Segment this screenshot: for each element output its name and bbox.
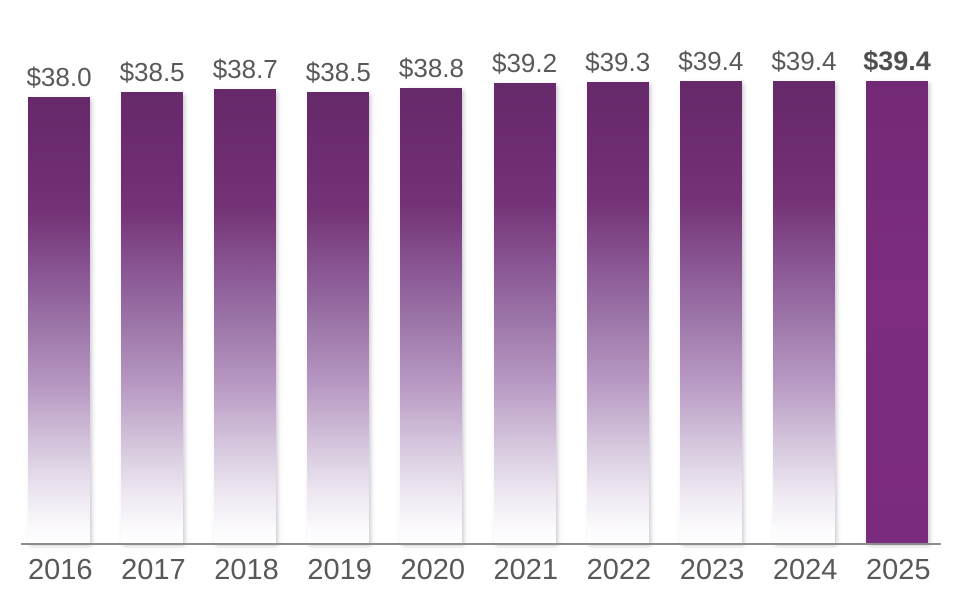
bar [214, 89, 277, 544]
x-axis-tick-label: 2025 [865, 554, 931, 586]
bar-column: $39.4 [678, 46, 744, 544]
bar [400, 88, 463, 544]
bar [865, 81, 928, 544]
bar [493, 83, 556, 544]
bar [121, 92, 184, 544]
x-axis-tick-label: 2020 [400, 554, 465, 586]
x-axis-line [21, 543, 941, 545]
bar [586, 82, 649, 544]
value-label: $39.3 [585, 47, 651, 77]
value-label: $38.5 [119, 57, 185, 87]
bar-column: $38.0 [26, 62, 92, 544]
value-label: $39.4 [678, 46, 744, 76]
bars-row: $38.0 $38.5 $38.7 $38.5 $38.8 $39.2 $39.3 $39.4… [26, 0, 931, 544]
value-label: $38.7 [212, 54, 278, 84]
bar-column: $39.4 [863, 46, 931, 544]
x-axis-tick-label: 2018 [214, 554, 279, 586]
bar-column: $38.7 [212, 54, 278, 544]
value-label: $39.4 [863, 46, 931, 76]
value-label: $38.0 [26, 62, 92, 92]
bar-column: $38.8 [398, 53, 464, 544]
bar [28, 97, 90, 544]
x-axis-tick-label: 2022 [586, 554, 652, 586]
x-axis-tick-label: 2021 [493, 554, 559, 586]
bar-column: $39.4 [771, 46, 837, 544]
x-axis-tick-label: 2024 [772, 554, 838, 586]
x-axis-tick-label: 2017 [121, 554, 186, 586]
x-axis-tick-labels: 2016 2017 2018 2019 2020 2021 2022 2023 2024 2025 [28, 553, 931, 587]
bar [772, 81, 835, 544]
value-label: $38.5 [305, 57, 371, 87]
value-label: $39.4 [771, 46, 837, 76]
bar [679, 81, 742, 544]
bar-column: $38.5 [305, 57, 371, 544]
bar-column: $39.3 [585, 47, 651, 544]
x-axis-tick-label: 2023 [679, 554, 745, 586]
x-axis-tick-label: 2016 [28, 554, 93, 586]
bar-column: $38.5 [119, 57, 185, 544]
bar [307, 92, 370, 544]
value-label: $38.8 [398, 53, 464, 83]
value-label: $39.2 [492, 48, 558, 78]
x-axis-tick-label: 2019 [307, 554, 372, 586]
bar-column: $39.2 [492, 48, 558, 544]
